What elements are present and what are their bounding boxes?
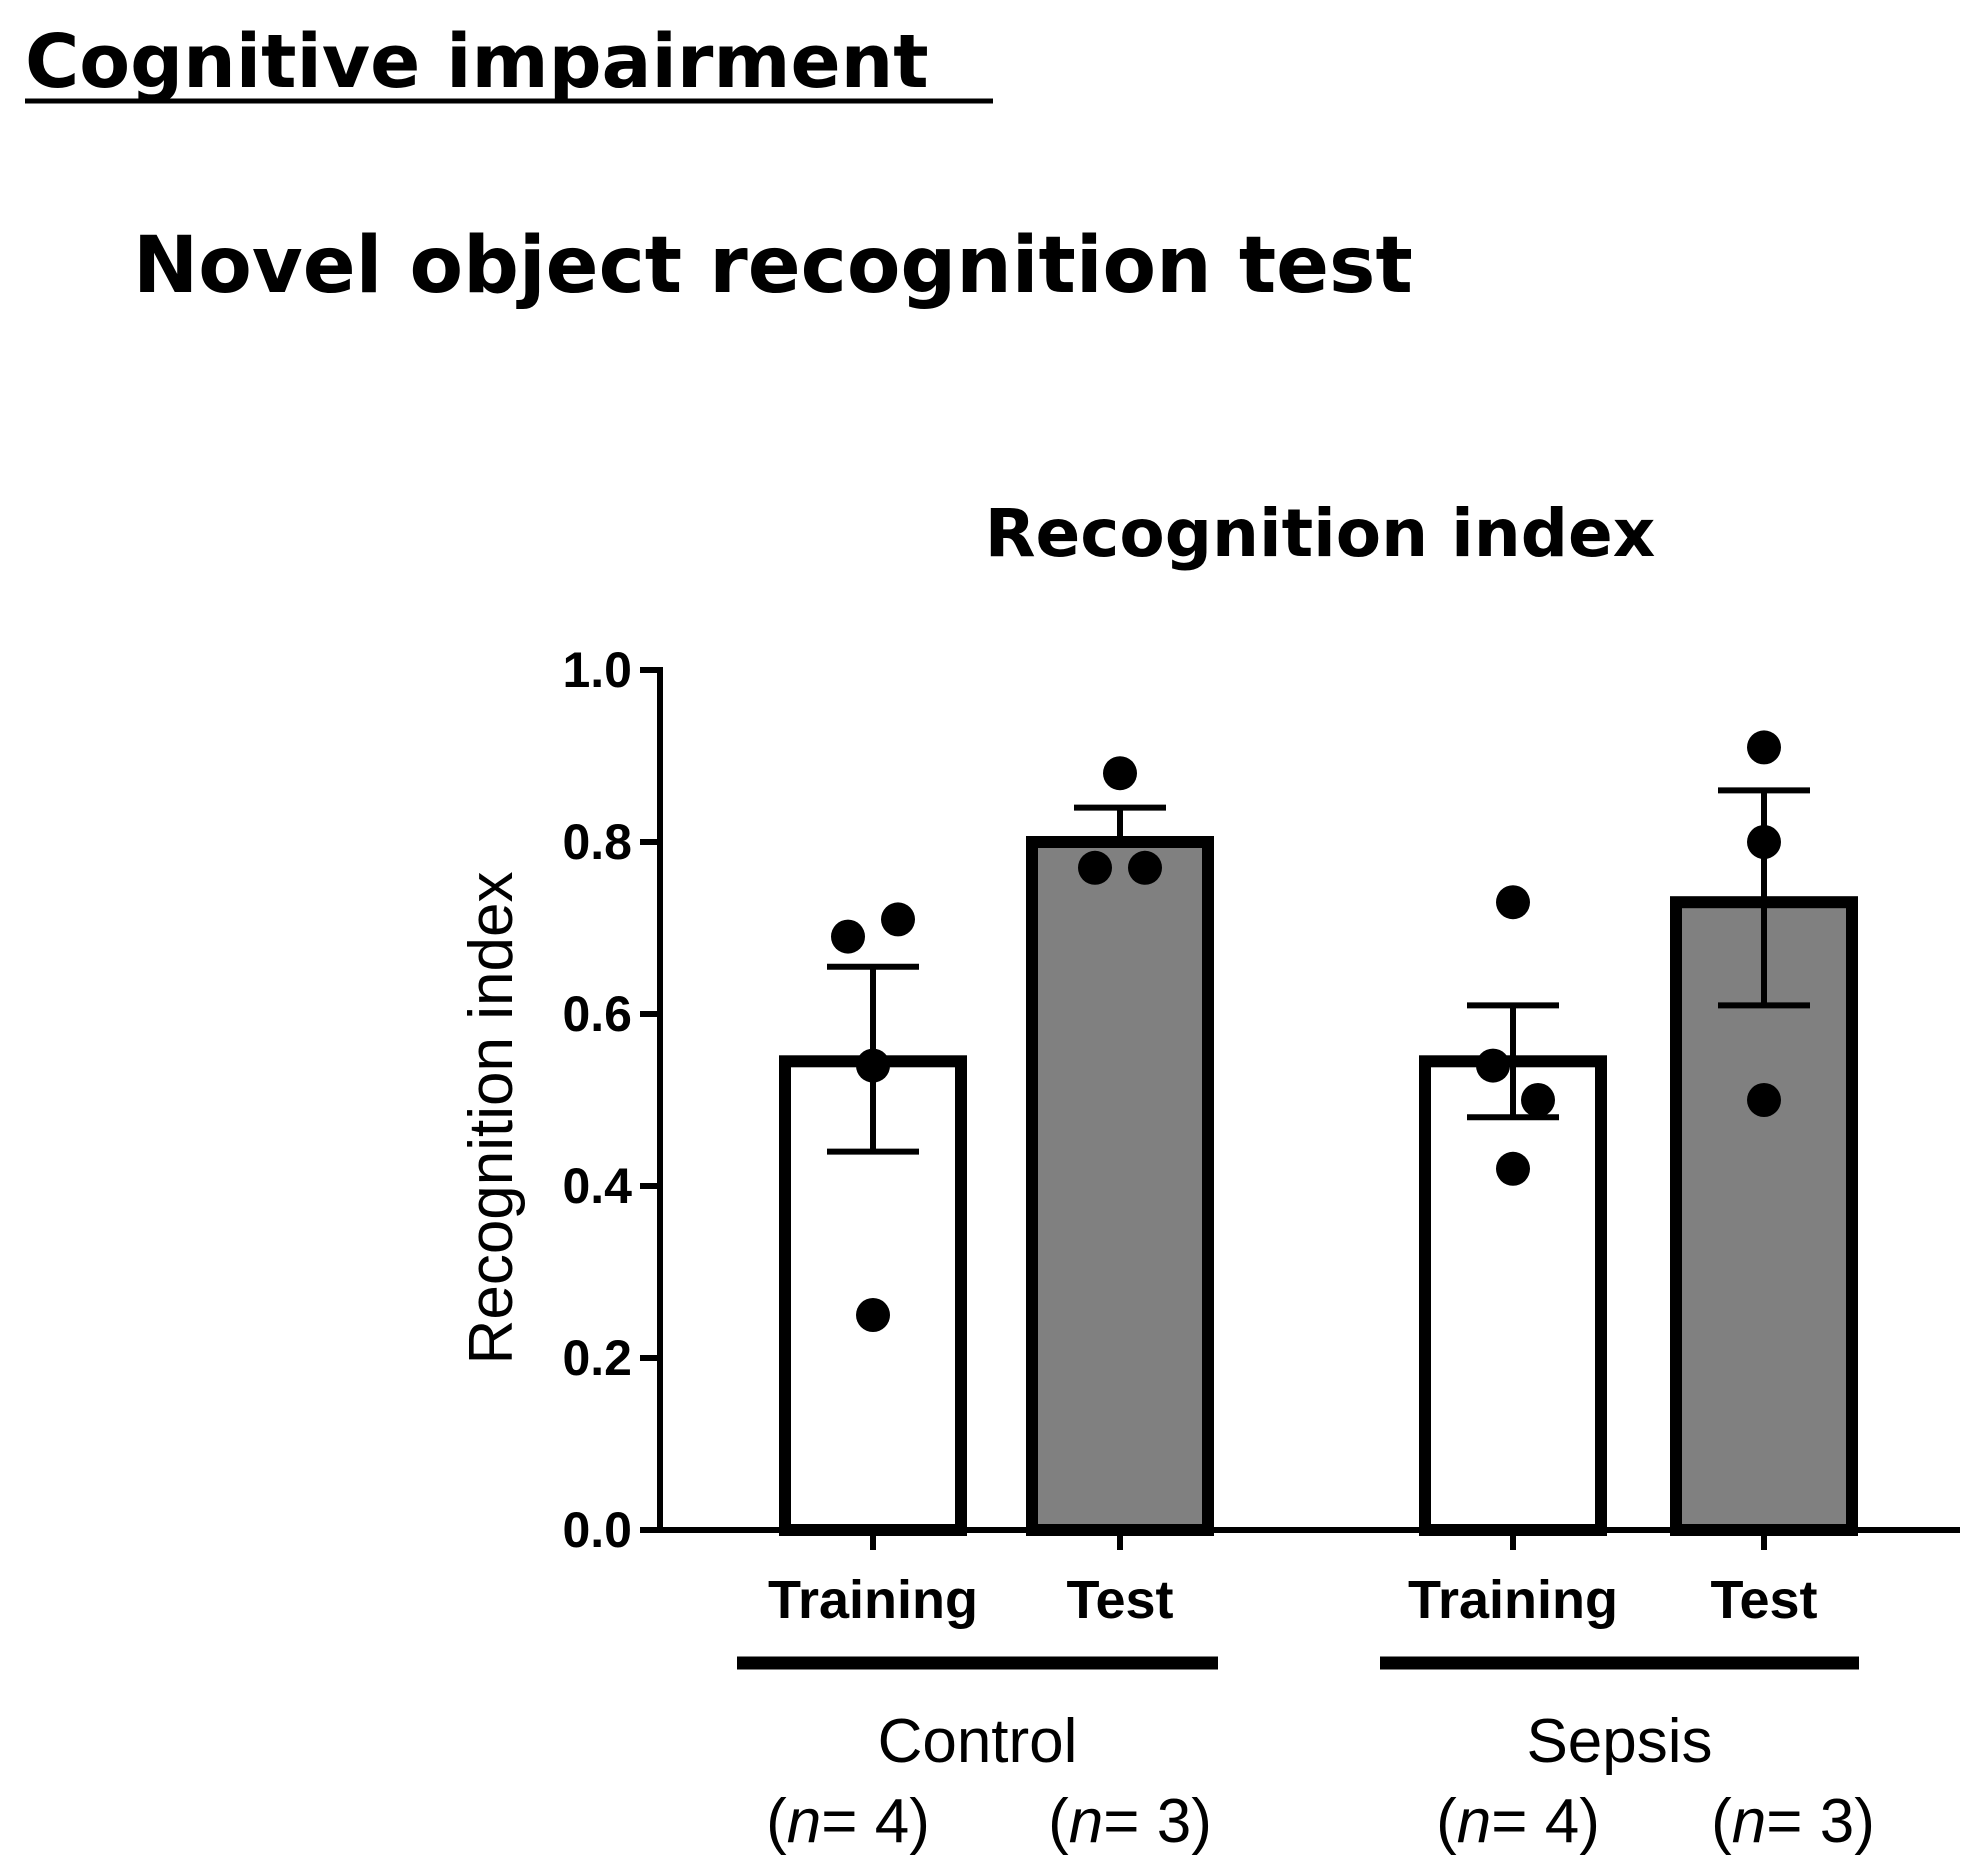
x-axis: Training Test Training Test: [657, 1527, 1960, 1630]
group-label-sepsis: Sepsis: [1526, 1707, 1712, 1776]
sample-size-label: (n= 4): [1436, 1787, 1600, 1856]
data-point: [831, 919, 865, 954]
y-tick-label: 0.0: [562, 1502, 632, 1558]
data-point: [1476, 1048, 1510, 1083]
sample-size-label: (n= 4): [766, 1787, 930, 1856]
data-point: [1747, 1083, 1781, 1117]
panel-title: Novel object recognition test: [133, 221, 1413, 311]
y-tick-label: 1.0: [562, 642, 632, 698]
sample-size-label: (n= 3): [1048, 1787, 1212, 1856]
data-point: [1521, 1083, 1555, 1117]
data-point: [1747, 730, 1781, 765]
bar-control-test: [1026, 836, 1214, 1536]
x-tick-label: Training: [768, 1570, 978, 1630]
bars-layer: [779, 836, 1858, 1537]
sample-size-label: (n= 3): [1711, 1787, 1875, 1856]
data-point: [1128, 850, 1162, 885]
y-axis-label: Recognition index: [457, 872, 526, 1365]
y-tick-label: 0.8: [562, 814, 632, 870]
data-point: [856, 1048, 890, 1083]
y-tick-label: 0.2: [562, 1330, 632, 1386]
data-point: [1103, 756, 1137, 791]
error-bars-layer: [827, 787, 1810, 1155]
group-labels: Control (n= 4) (n= 3) Sepsis (n= 4) (n= 3): [737, 1656, 1875, 1856]
data-point: [856, 1298, 890, 1332]
data-point: [1496, 885, 1530, 920]
data-point: [1496, 1151, 1530, 1186]
y-tick-label: 0.4: [562, 1158, 632, 1214]
chart-title: Recognition index: [985, 495, 1656, 572]
x-tick-label: Test: [1710, 1570, 1817, 1630]
section-heading: Cognitive impairment: [25, 19, 929, 105]
y-axis: 0.0 0.2 0.4 0.6 0.8 1.0: [562, 642, 663, 1558]
data-point: [881, 902, 915, 937]
data-point: [1747, 825, 1781, 859]
x-tick-label: Test: [1066, 1570, 1173, 1630]
x-tick-label: Training: [1408, 1570, 1618, 1630]
group-label-control: Control: [878, 1707, 1078, 1776]
data-point: [1078, 850, 1112, 885]
y-tick-label: 0.6: [562, 986, 632, 1042]
bar-sepsis-training: [1419, 1055, 1607, 1537]
points-layer: [831, 730, 1781, 1332]
